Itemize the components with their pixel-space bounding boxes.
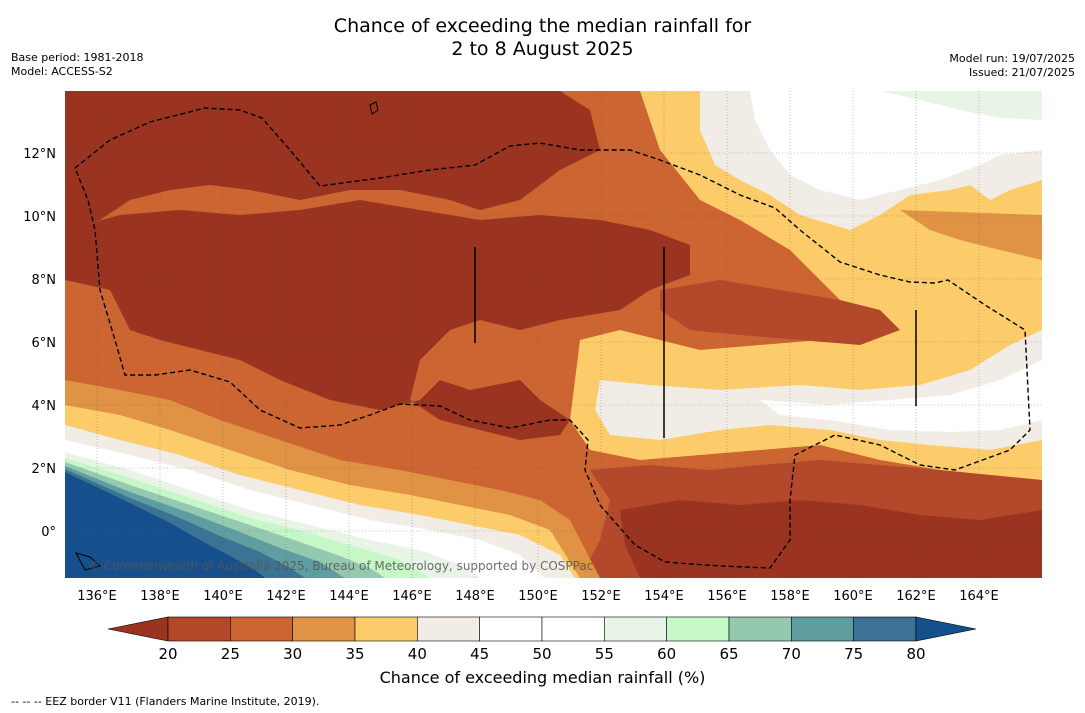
band-sw-blue3 xyxy=(65,472,265,578)
title-line-1: Chance of exceeding the median rainfall … xyxy=(333,15,752,37)
model-name: Model: ACCESS-S2 xyxy=(11,65,113,78)
lon-tick: 160°E xyxy=(833,589,873,604)
copyright-credit: © Commonwealth of Australia 2025, Bureau… xyxy=(88,559,593,573)
colorbar-tick: 25 xyxy=(221,645,240,663)
lon-tick: 148°E xyxy=(455,589,495,604)
colorbar-bin xyxy=(791,616,854,642)
colorbar-bin xyxy=(292,616,356,642)
lat-tick: 12°N xyxy=(23,147,56,162)
title-line-2: 2 to 8 August 2025 xyxy=(451,38,634,60)
base-period: Base period: 1981-2018 xyxy=(11,51,144,64)
colorbar-bin xyxy=(417,616,480,642)
band-rust-east xyxy=(660,280,900,345)
island-markers xyxy=(474,247,917,438)
colorbar-tick: 70 xyxy=(782,645,801,663)
colorbar-bin xyxy=(604,616,667,642)
band-dark-upper xyxy=(65,91,480,175)
band-green-north xyxy=(880,91,1042,120)
colorbar-tick: 35 xyxy=(345,645,364,663)
latitude-ticks: 12°N 10°N 8°N 6°N 4°N 2°N 0° xyxy=(23,147,56,540)
colorbar-tick: 80 xyxy=(906,645,925,663)
map-field: © Commonwealth of Australia 2025, Bureau… xyxy=(65,91,1042,578)
lon-tick: 164°E xyxy=(959,589,999,604)
band-dark-main xyxy=(65,200,690,440)
lon-tick: 138°E xyxy=(140,589,180,604)
lat-tick: 10°N xyxy=(23,210,56,225)
island-outline xyxy=(369,101,379,115)
lat-tick: 0° xyxy=(41,525,56,540)
lon-tick: 140°E xyxy=(203,589,243,604)
band-orange-ne xyxy=(900,210,1042,260)
eez-legend-note: -- -- -- EEZ border V11 (Flanders Marine… xyxy=(11,695,320,708)
lon-tick: 144°E xyxy=(329,589,369,604)
colorbar-tick: 40 xyxy=(408,645,427,663)
lat-tick: 4°N xyxy=(32,399,57,414)
colorbar-tick: 20 xyxy=(158,645,177,663)
lat-tick: 2°N xyxy=(32,462,57,477)
colorbar-tick: 50 xyxy=(532,645,551,663)
colorbar: 20 25 30 35 40 45 50 55 60 65 70 75 80 xyxy=(107,616,977,663)
colorbar-high-arrow xyxy=(915,616,977,642)
colorbar-tick: 65 xyxy=(719,645,738,663)
colorbar-bin xyxy=(167,616,231,642)
lon-tick: 158°E xyxy=(770,589,810,604)
colorbar-bin xyxy=(354,616,418,642)
colorbar-bin xyxy=(853,616,917,642)
lon-tick: 156°E xyxy=(707,589,747,604)
band-whiter-north xyxy=(750,91,1042,200)
colorbar-label: Chance of exceeding median rainfall (%) xyxy=(379,668,706,687)
colorbar-tick: 30 xyxy=(283,645,302,663)
band-darkest-south xyxy=(620,500,1042,578)
colorbar-bin xyxy=(230,616,293,642)
lat-tick: 6°N xyxy=(32,336,57,351)
lon-tick: 136°E xyxy=(77,589,117,604)
colorbar-tick: 55 xyxy=(595,645,614,663)
lon-tick: 152°E xyxy=(581,589,621,604)
issued-date: Issued: 21/07/2025 xyxy=(968,66,1075,79)
map-title: Chance of exceeding the median rainfall … xyxy=(0,15,1085,61)
lon-tick: 150°E xyxy=(518,589,558,604)
colorbar-low-arrow xyxy=(107,616,169,642)
colorbar-bin xyxy=(666,616,730,642)
band-pure-white-middle xyxy=(760,360,1042,432)
colorbar-tick: 60 xyxy=(657,645,676,663)
lon-tick: 162°E xyxy=(896,589,936,604)
lon-tick: 154°E xyxy=(644,589,684,604)
graticule xyxy=(65,91,1042,578)
colorbar-bin xyxy=(728,616,792,642)
colorbar-bin xyxy=(541,616,605,642)
lat-tick: 8°N xyxy=(32,273,57,288)
metadata-left: Base period: 1981-2018 Model: ACCESS-S2 xyxy=(11,51,143,79)
lon-tick: 146°E xyxy=(392,589,432,604)
colorbar-tick: 45 xyxy=(470,645,489,663)
coast-outline xyxy=(75,552,102,571)
colorbar-bin xyxy=(479,616,543,642)
metadata-right: Model run: 19/07/2025 Issued: 21/07/2025 xyxy=(949,52,1075,80)
model-run: Model run: 19/07/2025 xyxy=(949,52,1075,65)
lon-tick: 142°E xyxy=(266,589,306,604)
eez-border xyxy=(74,107,1031,569)
longitude-ticks: 136°E 138°E 140°E 142°E 144°E 146°E 148°… xyxy=(77,589,999,604)
colorbar-tick: 75 xyxy=(844,645,863,663)
